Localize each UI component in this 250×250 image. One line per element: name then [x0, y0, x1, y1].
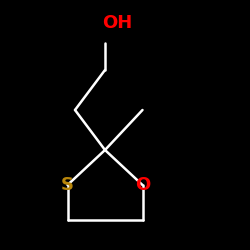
Text: O: O — [135, 176, 150, 194]
Text: OH: OH — [102, 14, 132, 32]
Text: S: S — [61, 176, 74, 194]
